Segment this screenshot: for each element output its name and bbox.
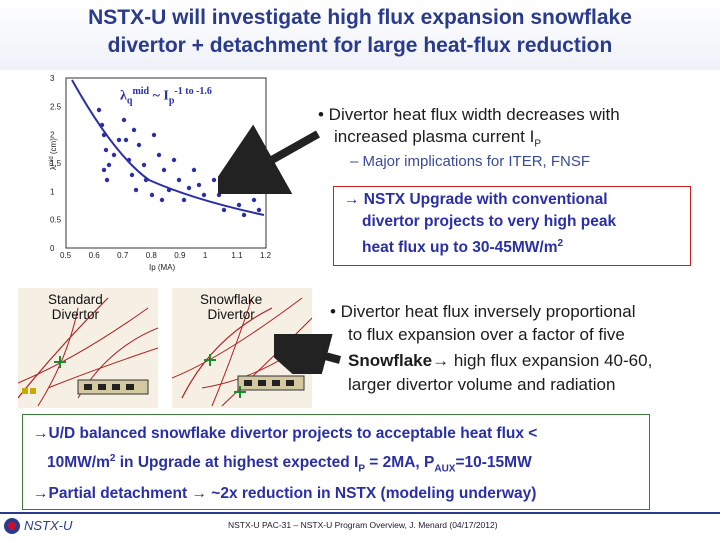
x-tick-label: 0.8 [146,251,158,260]
scatter-point [211,177,217,183]
x-tick-label: 1 [203,251,208,260]
standard-divertor-image [18,288,158,408]
sub-bullet-iter: – Major implications for ITER, FNSF [350,153,591,170]
scatter-point [171,157,177,163]
scatter-point [166,187,172,193]
scatter-point [196,182,202,188]
x-tick-label: 0.9 [174,251,186,260]
conclusion-line1: →U/D balanced snowflake divertor project… [33,425,538,442]
scatter-point [121,117,127,123]
slide-title-bar: NSTX-U will investigate high flux expans… [0,0,720,70]
scatter-point [101,167,107,173]
scatter-point [251,197,257,203]
bullet-heat-flux-width-line1: • Divertor heat flux width decreases wit… [318,105,620,124]
scatter-point [123,137,129,143]
y-tick-label: 0 [50,244,55,253]
upgrade-projection-box: → NSTX Upgrade with conventional diverto… [333,186,691,266]
bullet-flux-expansion-line3: Snowflake→ high flux expansion 40-60, [348,351,653,370]
footer-bar [0,512,720,542]
scatter-point [201,192,207,198]
snowflake-divertor-label: Snowflake Divertor [200,292,263,322]
scaling-equation: λqmid ~ Ip-1 to -1.6 [120,86,212,107]
bullet-flux-expansion-line2: to flux expansion over a factor of five [348,325,625,344]
x-tick-label: 1.1 [231,251,243,260]
upgrade-projection-line2: divertor projects to very high peak [362,213,617,230]
scatter-point [161,167,167,173]
scatter-point [126,157,132,163]
upgrade-projection-line1: → NSTX Upgrade with conventional [344,191,608,208]
bullet-flux-expansion-line1: • Divertor heat flux inversely proportio… [330,302,636,321]
x-tick-label: 1.2 [260,251,272,260]
standard-divertor-label: Standard Divertor [48,292,103,322]
scatter-point [236,202,242,208]
y-tick-label: 3 [50,74,55,83]
y-tick-label: 2 [50,131,55,140]
scatter-point [256,207,262,213]
scatter-point [136,142,142,148]
conclusion-line3: →Partial detachment → ~2x reduction in N… [33,485,537,503]
scatter-point [141,162,147,168]
y-tick-label: 1 [50,187,55,196]
scatter-point [186,185,192,191]
y-tick-label: 2.5 [50,102,62,111]
plot-xlabel: Ip (MA) [149,263,176,272]
scatter-point [156,152,162,158]
footer-text: NSTX-U PAC-31 – NSTX-U Program Overview,… [228,520,498,530]
scatter-point [101,132,107,138]
scatter-point [176,177,182,183]
y-tick-label: 1.5 [50,159,62,168]
y-tick-label: 0.5 [50,216,62,225]
scatter-point [103,147,109,153]
x-tick-label: 0.5 [60,251,72,260]
scatter-point [104,177,110,183]
bullet-flux-expansion-line4: larger divertor volume and radiation [348,375,616,394]
conclusion-box: →U/D balanced snowflake divertor project… [22,414,650,510]
scatter-point [106,162,112,168]
scatter-point [181,197,187,203]
scatter-point [99,122,105,128]
scatter-point [96,107,102,113]
scatter-point [151,132,157,138]
scatter-point [129,172,135,178]
scatter-point [111,152,117,158]
slide-title-line2: divertor + detachment for large heat-flu… [107,34,613,57]
scatter-point [131,127,137,133]
scatter-point [116,137,122,143]
conclusion-line2: 10MW/m2 in Upgrade at highest expected I… [47,453,532,475]
x-tick-label: 0.7 [117,251,129,260]
arrow-to-plot-icon [218,124,320,194]
x-tick-label: 0.6 [89,251,101,260]
bullet-heat-flux-width-line2: increased plasma current IP [334,127,541,150]
nstx-u-logo: NSTX-U [2,515,82,537]
scatter-point [133,187,139,193]
slide-title-line1: NSTX-U will investigate high flux expans… [88,6,632,29]
upgrade-projection-line3: heat flux up to 30-45MW/m2 [362,238,564,257]
scatter-point [143,177,149,183]
scatter-point [149,192,155,198]
scatter-point [191,167,197,173]
arrow-to-snowflake-icon [274,334,342,374]
scatter-point [241,212,247,218]
scatter-point [159,197,165,203]
plot-ylabel: λmid (cm) [49,138,58,170]
scatter-point [221,207,227,213]
